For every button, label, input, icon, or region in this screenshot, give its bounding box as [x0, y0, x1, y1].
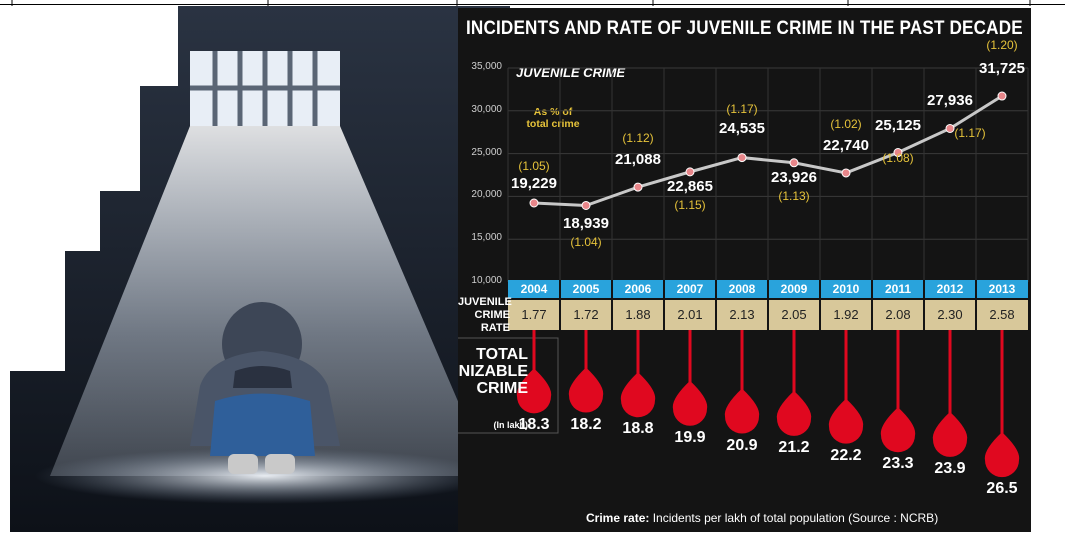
- data-point: [945, 123, 955, 133]
- data-point: [529, 198, 539, 208]
- total-crime-value: 23.9: [934, 459, 966, 477]
- total-crime-value: 23.3: [882, 455, 914, 473]
- percent-label: (1.17): [726, 101, 758, 116]
- rate-value: 2.08: [885, 307, 911, 322]
- y-tick-label: 35,000: [471, 61, 502, 72]
- total-crime-box: [458, 337, 559, 434]
- year-label: 2004: [520, 282, 548, 296]
- rate-value: 1.92: [833, 307, 859, 322]
- year-label: 2010: [832, 282, 860, 296]
- year-label: 2011: [884, 282, 912, 296]
- hooded-figure: [190, 302, 340, 474]
- data-point: [789, 158, 799, 168]
- data-point: [737, 153, 747, 163]
- footnote: Crime rate: Incidents per lakh of total …: [586, 511, 938, 525]
- y-tick-label: 10,000: [471, 275, 502, 286]
- value-label: 19,229: [511, 174, 557, 192]
- rate-value: 2.58: [989, 307, 1015, 322]
- year-label: 2013: [988, 282, 1016, 296]
- percent-label: (1.13): [778, 188, 810, 203]
- juvenile-crime-line: [533, 94, 1003, 207]
- value-label: 21,088: [615, 151, 661, 169]
- y-tick-label: 15,000: [471, 232, 502, 244]
- percent-label: (1.12): [622, 131, 654, 146]
- year-label: 2008: [728, 282, 756, 296]
- value-label: 22,740: [823, 136, 869, 154]
- crime-drop: [672, 380, 708, 426]
- crime-drop: [984, 432, 1020, 478]
- year-label: 2006: [624, 282, 652, 296]
- value-label: 25,125: [875, 116, 921, 134]
- value-label: 27,936: [927, 92, 973, 110]
- y-tick-label: 30,000: [471, 103, 502, 115]
- crime-drop: [880, 407, 916, 453]
- value-label: 23,926: [771, 168, 817, 186]
- series-label: JUVENILE CRIME: [516, 65, 626, 80]
- total-crime-value: 26.5: [986, 480, 1018, 498]
- total-crime-value: 20.9: [726, 436, 758, 454]
- percent-label: (1.17): [954, 126, 986, 141]
- percent-label: (1.04): [570, 235, 602, 250]
- total-crime-value: 18.8: [622, 420, 654, 438]
- footnote-text: Incidents per lakh of total population (…: [652, 511, 939, 525]
- total-crime-value: 21.2: [778, 438, 810, 456]
- rate-value: 1.72: [573, 307, 599, 322]
- percent-label: (1.20): [986, 38, 1018, 53]
- rate-value: 1.88: [625, 307, 651, 322]
- value-label: 22,865: [667, 177, 713, 195]
- rate-row-label: JUVENILE CRIME RATE: [458, 296, 512, 334]
- percent-label: (1.08): [882, 150, 914, 165]
- rate-value: 2.01: [677, 307, 703, 322]
- total-crime-label: TOTAL COGNIZABLE CRIME: [458, 346, 528, 397]
- total-crime-value: 18.2: [570, 415, 602, 433]
- data-point: [581, 200, 591, 210]
- year-label: 2007: [676, 282, 704, 296]
- percent-note: As % of total crime: [526, 106, 580, 130]
- percent-label: (1.15): [674, 197, 706, 212]
- total-crime-value: 19.9: [674, 428, 706, 446]
- total-crime-value: 18.3: [518, 416, 550, 434]
- chart-title: INCIDENTS AND RATE OF JUVENILE CRIME IN …: [466, 18, 1023, 39]
- crime-drop: [568, 367, 604, 413]
- year-label: 2009: [780, 282, 808, 296]
- crime-drop: [932, 411, 968, 457]
- chart-svg: [458, 67, 1029, 478]
- total-crime-unit: (In lakh): [493, 420, 528, 430]
- data-point: [841, 168, 851, 178]
- value-label: 24,535: [719, 119, 765, 137]
- data-point: [893, 148, 903, 158]
- data-point: [997, 91, 1007, 101]
- crime-drop: [828, 398, 864, 444]
- data-point: [633, 182, 643, 192]
- rate-value: 1.77: [521, 307, 547, 322]
- data-point: [685, 167, 695, 177]
- y-tick-label: 20,000: [471, 189, 502, 201]
- crime-drop: [620, 372, 656, 418]
- crime-drop: [516, 368, 552, 414]
- total-crime-value: 22.2: [830, 446, 862, 464]
- rate-value: 2.05: [781, 307, 807, 322]
- percent-label: (1.02): [830, 116, 862, 131]
- rate-value: 2.13: [729, 307, 755, 322]
- crime-drop: [724, 388, 760, 434]
- value-label: 18,939: [563, 215, 609, 233]
- y-tick-label: 25,000: [471, 146, 502, 158]
- year-label: 2012: [936, 282, 964, 296]
- chart-panel: INCIDENTS AND RATE OF JUVENILE CRIME IN …: [458, 8, 1031, 532]
- prison-cell-illustration: [10, 6, 510, 532]
- rate-value: 2.30: [937, 307, 963, 322]
- footnote-label: Crime rate:: [586, 511, 650, 525]
- value-label: 31,725: [979, 60, 1025, 78]
- year-label: 2005: [572, 282, 600, 296]
- top-border-line: [0, 0, 1065, 6]
- percent-label: (1.05): [518, 158, 550, 173]
- crime-drop: [776, 390, 812, 436]
